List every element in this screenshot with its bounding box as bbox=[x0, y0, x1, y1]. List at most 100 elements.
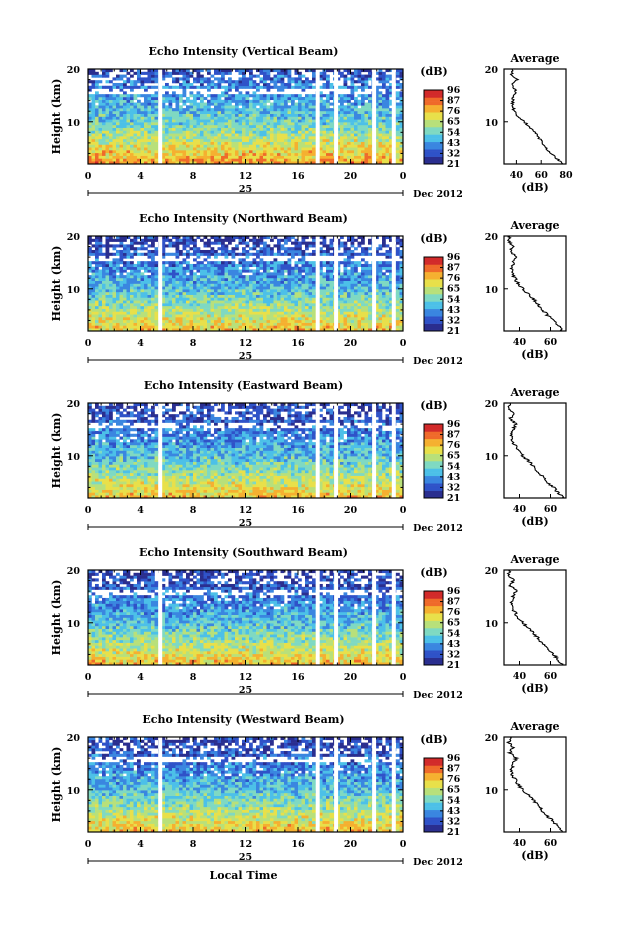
heatmap-cell bbox=[144, 300, 148, 303]
heatmap-cell bbox=[239, 317, 243, 320]
heatmap-cell bbox=[232, 86, 236, 89]
heatmap-cell bbox=[267, 270, 271, 273]
heatmap-cell bbox=[323, 244, 327, 247]
heatmap-cell bbox=[130, 323, 134, 326]
heatmap-cell bbox=[186, 158, 190, 161]
heatmap-cell bbox=[155, 281, 159, 284]
heatmap-cell bbox=[148, 77, 152, 80]
heatmap-cell bbox=[291, 300, 295, 303]
colorbar-segment bbox=[424, 146, 443, 148]
heatmap-cell bbox=[116, 77, 120, 80]
heatmap-cell bbox=[169, 261, 173, 264]
heatmap-cell bbox=[190, 111, 194, 114]
heatmap-cell bbox=[239, 275, 243, 278]
heatmap-cell bbox=[260, 281, 264, 284]
heatmap-cell bbox=[214, 108, 218, 111]
heatmap-cell bbox=[232, 97, 236, 100]
heatmap-cell bbox=[291, 323, 295, 326]
heatmap-cell bbox=[228, 150, 232, 153]
heatmap-cell bbox=[340, 108, 344, 111]
heatmap-cell bbox=[277, 128, 281, 131]
heatmap-cell bbox=[186, 325, 190, 328]
heatmap-cell bbox=[358, 130, 362, 133]
heatmap-cell bbox=[218, 314, 222, 317]
heatmap-cell bbox=[207, 100, 211, 103]
heatmap-cell bbox=[291, 284, 295, 287]
heatmap-cell bbox=[141, 300, 145, 303]
heatmap-cell bbox=[221, 278, 225, 281]
heatmap-cell bbox=[169, 253, 173, 256]
heatmap-cell bbox=[141, 325, 145, 328]
heatmap-cell bbox=[134, 72, 138, 75]
heatmap-cell bbox=[298, 139, 302, 142]
heatmap-cell bbox=[214, 272, 218, 275]
heatmap-cell bbox=[204, 144, 208, 147]
heatmap-cell bbox=[365, 97, 369, 100]
heatmap-cell bbox=[109, 144, 113, 147]
heatmap-cell bbox=[256, 75, 260, 78]
heatmap-cell bbox=[298, 297, 302, 300]
heatmap-cell bbox=[172, 295, 176, 298]
heatmap-cell bbox=[186, 100, 190, 103]
heatmap-cell bbox=[183, 111, 187, 114]
heatmap-cell bbox=[130, 278, 134, 281]
heatmap-cell bbox=[312, 133, 316, 136]
colorbar-tick-label: 54 bbox=[447, 127, 461, 138]
heatmap-cell bbox=[148, 72, 152, 75]
heatmap-cell bbox=[99, 242, 103, 245]
heatmap-cell bbox=[225, 323, 229, 326]
heatmap-cell bbox=[302, 128, 306, 131]
heatmap-cell bbox=[190, 100, 194, 103]
heatmap-cell bbox=[169, 156, 173, 159]
heatmap-cell bbox=[260, 77, 264, 80]
heatmap-cell bbox=[365, 139, 369, 142]
heatmap-cell bbox=[344, 142, 348, 145]
heatmap-cell bbox=[256, 83, 260, 86]
heatmap-cell bbox=[99, 284, 103, 287]
heatmap-cell bbox=[291, 286, 295, 289]
heatmap-cell bbox=[358, 75, 362, 78]
heatmap-cell bbox=[270, 119, 274, 122]
heatmap-cell bbox=[281, 314, 285, 317]
heatmap-cell bbox=[127, 264, 131, 267]
heatmap-cell bbox=[274, 108, 278, 111]
heatmap-cell bbox=[218, 292, 222, 295]
heatmap-cell bbox=[211, 297, 215, 300]
heatmap-cell bbox=[284, 150, 288, 153]
heatmap-cell bbox=[116, 94, 120, 97]
heatmap-cell bbox=[260, 264, 264, 267]
heatmap-cell bbox=[214, 136, 218, 139]
heatmap-cell bbox=[92, 153, 96, 156]
heatmap-cell bbox=[330, 295, 334, 298]
heatmap-cell bbox=[249, 150, 253, 153]
heatmap-cell bbox=[281, 139, 285, 142]
heatmap-cell bbox=[92, 278, 96, 281]
heatmap-cell bbox=[155, 142, 159, 145]
heatmap-cell bbox=[144, 89, 148, 92]
heatmap-cell bbox=[190, 150, 194, 153]
heatmap-cell bbox=[256, 278, 260, 281]
heatmap-cell bbox=[351, 142, 355, 145]
heatmap-cell bbox=[148, 244, 152, 247]
heatmap-cell bbox=[134, 103, 138, 106]
heatmap-cell bbox=[197, 142, 201, 145]
heatmap-cell bbox=[305, 253, 309, 256]
heatmap-cell bbox=[141, 278, 145, 281]
heatmap-cell bbox=[288, 286, 292, 289]
heatmap-cell bbox=[239, 103, 243, 106]
heatmap-cell bbox=[109, 295, 113, 298]
heatmap-cell bbox=[116, 144, 120, 147]
heatmap-cell bbox=[270, 309, 274, 312]
heatmap-cell bbox=[298, 86, 302, 89]
heatmap-cell bbox=[330, 244, 334, 247]
heatmap-cell bbox=[211, 119, 215, 122]
heatmap-cell bbox=[179, 136, 183, 139]
heatmap-cell bbox=[221, 77, 225, 80]
heatmap-cell bbox=[232, 139, 236, 142]
heatmap-cell bbox=[312, 130, 316, 133]
heatmap-cell bbox=[242, 97, 246, 100]
heatmap-cell bbox=[305, 139, 309, 142]
heatmap-cell bbox=[344, 117, 348, 120]
heatmap-cell bbox=[183, 108, 187, 111]
heatmap-cell bbox=[326, 278, 330, 281]
